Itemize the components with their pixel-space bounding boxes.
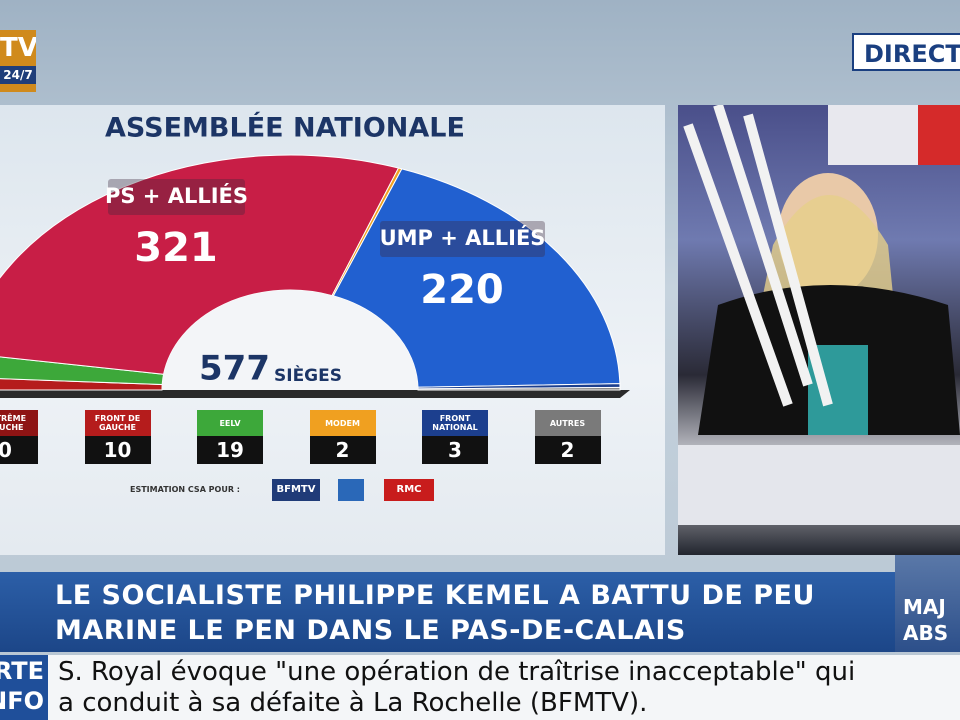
sponsor: RMC bbox=[384, 479, 434, 501]
ticker-label-text: INFO bbox=[0, 687, 44, 715]
headline-line: LE SOCIALISTE PHILIPPE KEMEL A BATTU DE … bbox=[55, 580, 815, 611]
podium bbox=[678, 445, 960, 525]
party-box: AUTRES 2 bbox=[534, 410, 601, 468]
side-badge-text: ABS bbox=[903, 621, 949, 645]
logo-subtext: 24/7 bbox=[0, 66, 36, 84]
party-seats: 220 bbox=[420, 267, 504, 313]
hemicycle-centre bbox=[162, 290, 418, 390]
ticker: ALERTE INFO S. Royal évoque "une opérati… bbox=[0, 655, 960, 720]
channel-logo: TV 24/7 bbox=[0, 30, 36, 92]
party-seats: 19 bbox=[197, 436, 263, 464]
flag-poles bbox=[683, 105, 833, 407]
hemicycle-base bbox=[0, 390, 630, 398]
ticker-label-text: ALERTE bbox=[0, 657, 44, 685]
party-label-box bbox=[380, 221, 545, 257]
side-badge: MAJ ABS bbox=[895, 555, 960, 652]
flag bbox=[918, 105, 960, 165]
party-seats: 321 bbox=[134, 225, 218, 271]
live-photo bbox=[678, 105, 960, 555]
party-name: EXTRÊME GAUCHE bbox=[0, 410, 38, 436]
infographic-title: ASSEMBLÉE NATIONALE bbox=[105, 112, 465, 144]
party-seats: 3 bbox=[422, 436, 488, 464]
party-name: FRONT NATIONAL bbox=[422, 410, 488, 436]
ticker-text: S. Royal évoque "une opération de traîtr… bbox=[58, 657, 856, 718]
sponsor-icon bbox=[338, 479, 364, 501]
party-box: EXTRÊME GAUCHE0 bbox=[0, 410, 38, 468]
party-seats: 0 bbox=[0, 436, 38, 464]
side-badge-text: MAJ bbox=[903, 595, 946, 619]
live-badge: DIRECT bbox=[852, 33, 960, 71]
party-box: FRONT DE GAUCHE 10 bbox=[84, 410, 151, 468]
ticker-label: ALERTE INFO bbox=[0, 655, 48, 720]
headline-line: MARINE LE PEN DANS LE PAS-DE-CALAIS bbox=[55, 615, 686, 646]
headline-band: LE SOCIALISTE PHILIPPE KEMEL A BATTU DE … bbox=[0, 572, 895, 652]
party-name: UMP + ALLIÉS bbox=[380, 225, 546, 250]
party-name: EELV bbox=[197, 410, 263, 436]
hemicycle: ASSEMBLÉE NATIONALE 577 SIÈGES PS + ALLIÉS… bbox=[0, 112, 630, 398]
party-name: FRONT DE GAUCHE bbox=[84, 410, 151, 436]
party-label-box bbox=[108, 179, 245, 215]
footnote: ESTIMATION CSA POUR : bbox=[130, 485, 240, 494]
party-name: MODEM bbox=[309, 410, 376, 436]
logo-text: TV bbox=[0, 33, 36, 63]
party-box: EELV 19 bbox=[197, 410, 263, 468]
total-seats: 577 bbox=[199, 349, 270, 389]
party-box: MODEM 2 bbox=[309, 410, 376, 468]
total-unit: SIÈGES bbox=[274, 364, 342, 386]
party-seats: 2 bbox=[534, 436, 601, 464]
party-box: FRONT NATIONAL 3 bbox=[422, 410, 488, 468]
party-seats: 2 bbox=[309, 436, 376, 464]
photo-scene bbox=[678, 105, 960, 525]
sponsor: BFMTV bbox=[272, 479, 320, 501]
infographic: ASSEMBLÉE NATIONALE 577 SIÈGES PS + ALLIÉS… bbox=[0, 105, 665, 555]
party-name: AUTRES bbox=[534, 410, 601, 436]
party-name: PS + ALLIÉS bbox=[105, 183, 248, 208]
party-seats: 10 bbox=[84, 436, 151, 464]
